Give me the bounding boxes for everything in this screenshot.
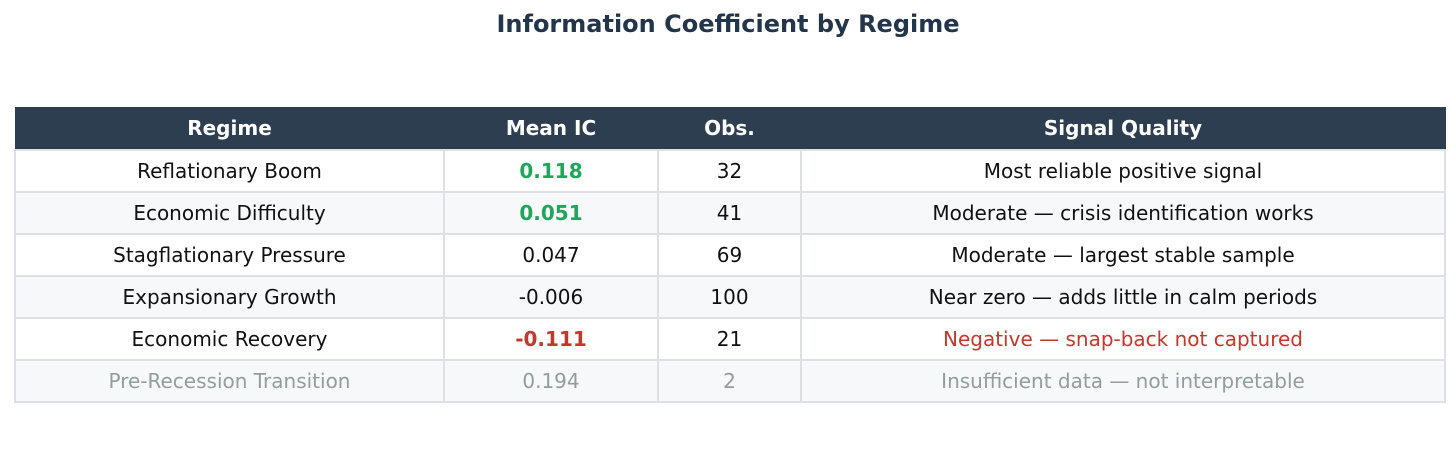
header-row: Regime Mean IC Obs. Signal Quality — [14, 107, 1446, 150]
table-row: Pre-Recession Transition 0.194 2 Insuffi… — [14, 358, 1446, 403]
header-signal-quality: Signal Quality — [800, 107, 1446, 150]
cell-obs: 32 — [657, 148, 802, 193]
cell-obs: 69 — [657, 232, 802, 277]
table-row: Reflationary Boom 0.118 32 Most reliable… — [14, 148, 1446, 193]
chart-title: Information Coefficient by Regime — [496, 10, 960, 38]
table-row: Economic Difficulty 0.051 41 Moderate — … — [14, 190, 1446, 235]
cell-mean-ic: 0.194 — [443, 358, 659, 403]
cell-obs: 21 — [657, 316, 802, 361]
cell-mean-ic: 0.047 — [443, 232, 659, 277]
cell-signal-quality: Negative — snap-back not captured — [800, 316, 1446, 361]
cell-signal-quality: Moderate — crisis identification works — [800, 190, 1446, 235]
cell-regime: Stagflationary Pressure — [14, 232, 445, 277]
header-regime: Regime — [14, 107, 445, 150]
table-row: Stagflationary Pressure 0.047 69 Moderat… — [14, 232, 1446, 277]
cell-obs: 41 — [657, 190, 802, 235]
cell-signal-quality: Moderate — largest stable sample — [800, 232, 1446, 277]
cell-regime: Reflationary Boom — [14, 148, 445, 193]
cell-signal-quality: Most reliable positive signal — [800, 148, 1446, 193]
cell-regime: Expansionary Growth — [14, 274, 445, 319]
ic-table: Regime Mean IC Obs. Signal Quality Refla… — [14, 107, 1446, 403]
cell-signal-quality: Near zero — adds little in calm periods — [800, 274, 1446, 319]
cell-signal-quality: Insufficient data — not interpretable — [800, 358, 1446, 403]
header-obs: Obs. — [657, 107, 802, 150]
cell-mean-ic: 0.051 — [443, 190, 659, 235]
cell-obs: 2 — [657, 358, 802, 403]
cell-regime: Economic Recovery — [14, 316, 445, 361]
cell-mean-ic: -0.111 — [443, 316, 659, 361]
header-mean-ic: Mean IC — [443, 107, 659, 150]
cell-regime: Pre-Recession Transition — [14, 358, 445, 403]
cell-mean-ic: -0.006 — [443, 274, 659, 319]
cell-obs: 100 — [657, 274, 802, 319]
cell-regime: Economic Difficulty — [14, 190, 445, 235]
cell-mean-ic: 0.118 — [443, 148, 659, 193]
table-row: Economic Recovery -0.111 21 Negative — s… — [14, 316, 1446, 361]
table-row: Expansionary Growth -0.006 100 Near zero… — [14, 274, 1446, 319]
